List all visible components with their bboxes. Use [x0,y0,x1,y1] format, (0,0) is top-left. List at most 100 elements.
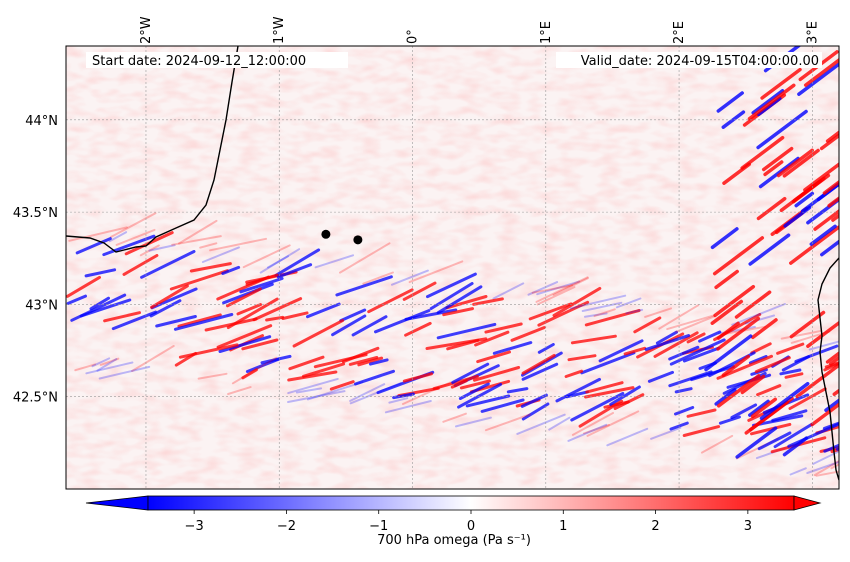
station-marker-1 [353,235,363,245]
omega-streak [442,307,474,317]
omega-streak [759,381,810,421]
omega-streak [730,403,758,419]
omega-streak [201,246,240,263]
omega-streak [292,319,345,348]
omega-streak [623,346,647,356]
omega-streak [197,372,228,380]
omega-streak [331,314,367,337]
omega-streak [536,286,576,306]
omega-streak [794,191,815,208]
gridlines [66,46,839,489]
omega-streak [776,148,814,178]
omega-streak [236,303,262,316]
omega-streak [773,422,814,449]
omega-streak [455,416,492,428]
omega-streak [716,321,740,340]
omega-streak [754,356,791,374]
omega-streaks [66,46,839,477]
omega-streak [474,330,510,347]
omega-streak [820,239,839,257]
omega-streak [779,176,826,213]
omega-streak [783,205,812,228]
omega-streak [750,422,792,436]
omega-streak [569,294,627,310]
omega-streak [682,425,721,437]
omega-streak [329,380,355,391]
colorbar-tick-label-4: 1 [559,519,567,534]
omega-streak [335,275,393,297]
omega-streak [716,316,761,351]
omega-streak [442,412,467,423]
omega-streak [70,293,127,322]
omega-streak [349,383,386,402]
omega-streak [808,340,839,351]
omega-streak [171,235,222,246]
omega-streak [824,398,839,412]
lon-tick-label-4: 2°E [672,21,687,44]
omega-streak [357,356,384,367]
omega-streak [537,343,555,354]
colorbar-tick-label-3: 0 [467,519,475,534]
omega-streak [492,341,533,355]
omega-streak [148,244,176,252]
omega-streak [260,354,292,365]
omega-streak [140,250,196,279]
omega-streak [241,338,279,351]
omega-streak [222,282,274,305]
omega-streak [408,260,464,284]
omega-streak [748,355,768,365]
omega-streak [795,363,839,399]
omega-streak [756,96,782,117]
omega-streak [823,361,839,372]
omega-streak [99,357,120,366]
omega-streak [710,227,739,250]
omega-streak [465,394,511,408]
omega-streak [451,362,490,384]
omega-streak [402,372,433,383]
omega-streak [472,297,504,306]
omega-streak [189,262,232,273]
omega-streak [369,358,389,366]
omega-streak [102,234,156,257]
map-frame [65,45,840,490]
omega-streak [404,321,432,337]
omega-streak [341,346,380,364]
omega-streak [139,244,160,257]
lat-tick-label-2: 43°N [25,298,58,313]
omega-streak [704,334,753,372]
omega-streak [803,162,839,192]
omega-streak [484,322,523,334]
omega-streak [531,284,574,294]
omega-streak [66,275,101,298]
colorbar: −3 −2 −1 0 1 2 3 700 hPa omega (Pa s⁻¹) [85,495,822,548]
omega-streak [644,334,691,351]
omega-streak [169,269,229,291]
omega-streak [458,382,490,400]
omega-streak [819,133,839,151]
omega-streak [155,315,197,328]
omega-streak [744,314,775,325]
omega-streak [716,91,744,113]
omega-streak [391,269,429,286]
omega-streak [506,387,529,394]
omega-streak [98,365,151,380]
omega-streak [426,272,477,299]
colorbar-extend-low [85,495,149,511]
omega-streak [536,280,581,296]
omega-streak [173,313,234,331]
omega-streak [647,370,674,383]
omega-streak [751,89,785,115]
omega-streak [306,381,364,401]
lon-tick-label-3: 1°E [539,21,554,44]
omega-streak [686,408,717,418]
omega-streak [115,228,156,246]
omega-streak [209,237,267,252]
omega-streak [748,233,791,266]
longitude-tick-labels: 2°W 1°W 0° 1°E 2°E 3°E [139,16,820,44]
omega-streak [669,338,726,366]
omega-streak [367,288,414,314]
omega-streak [582,424,610,435]
omega-streak [758,156,800,189]
station-marker-0 [321,229,331,239]
omega-streak [259,248,301,274]
